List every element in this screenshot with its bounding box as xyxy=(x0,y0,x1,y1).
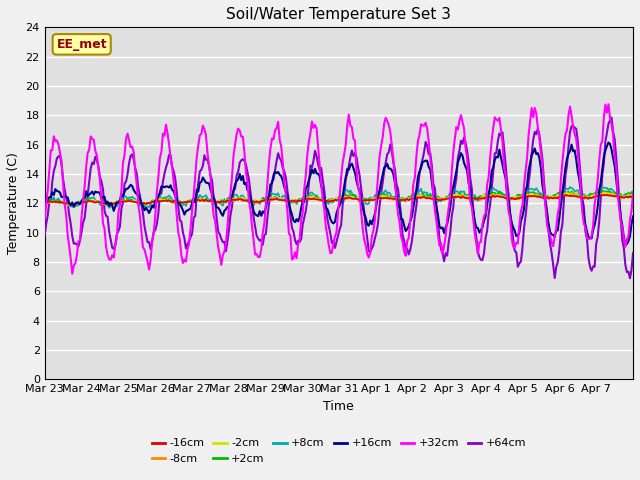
+64cm xyxy=(344,171,351,177)
+64cm xyxy=(629,250,637,256)
-2cm xyxy=(345,194,353,200)
+64cm xyxy=(79,220,87,226)
-8cm xyxy=(629,193,637,199)
+64cm xyxy=(628,267,636,273)
-2cm xyxy=(41,199,49,204)
-2cm xyxy=(628,192,636,197)
-8cm xyxy=(79,200,87,205)
Line: -16cm: -16cm xyxy=(45,195,633,205)
-2cm xyxy=(600,190,608,195)
+8cm xyxy=(598,184,606,190)
+32cm xyxy=(68,271,76,276)
+2cm xyxy=(81,199,88,204)
+32cm xyxy=(41,218,49,224)
-16cm xyxy=(549,195,557,201)
Line: +2cm: +2cm xyxy=(45,191,633,205)
-16cm xyxy=(461,195,469,201)
+2cm xyxy=(345,194,353,200)
Title: Soil/Water Temperature Set 3: Soil/Water Temperature Set 3 xyxy=(227,7,451,22)
+64cm xyxy=(608,115,616,120)
+32cm xyxy=(81,184,88,190)
-8cm xyxy=(345,196,353,202)
-8cm xyxy=(603,192,611,197)
+2cm xyxy=(549,192,557,198)
+16cm xyxy=(629,214,637,219)
+16cm xyxy=(623,241,631,247)
-2cm xyxy=(461,193,469,199)
-16cm xyxy=(41,200,49,205)
-16cm xyxy=(81,199,88,205)
+8cm xyxy=(41,203,49,208)
+2cm xyxy=(557,188,564,193)
-8cm xyxy=(461,195,469,201)
-8cm xyxy=(628,193,636,199)
Legend: -16cm, -8cm, -2cm, +2cm, +8cm, +16cm, +32cm, +64cm: -16cm, -8cm, -2cm, +2cm, +8cm, +16cm, +3… xyxy=(147,434,531,468)
+16cm xyxy=(548,231,556,237)
+2cm xyxy=(629,191,637,196)
+8cm xyxy=(61,200,68,205)
+2cm xyxy=(70,203,77,208)
+64cm xyxy=(626,276,634,281)
-8cm xyxy=(549,195,557,201)
+32cm xyxy=(61,201,68,207)
+16cm xyxy=(79,196,87,202)
Line: +16cm: +16cm xyxy=(45,143,633,244)
Line: -2cm: -2cm xyxy=(45,192,633,205)
+2cm xyxy=(41,200,49,205)
+64cm xyxy=(548,250,556,256)
+8cm xyxy=(629,188,637,194)
Text: EE_met: EE_met xyxy=(56,38,107,51)
-16cm xyxy=(72,202,79,208)
+2cm xyxy=(461,192,469,198)
-2cm xyxy=(549,193,557,199)
+8cm xyxy=(628,189,636,195)
+32cm xyxy=(629,190,637,196)
-2cm xyxy=(81,199,88,205)
+32cm xyxy=(345,112,353,118)
-8cm xyxy=(107,203,115,208)
+64cm xyxy=(61,186,68,192)
+8cm xyxy=(79,199,87,205)
X-axis label: Time: Time xyxy=(323,400,354,413)
-16cm xyxy=(345,194,353,200)
+32cm xyxy=(461,146,469,152)
+16cm xyxy=(628,221,636,227)
-2cm xyxy=(61,201,68,206)
-16cm xyxy=(628,194,636,200)
-2cm xyxy=(629,192,637,198)
+16cm xyxy=(460,160,468,166)
+8cm xyxy=(549,195,557,201)
+32cm xyxy=(628,208,636,214)
+32cm xyxy=(549,243,557,249)
+8cm xyxy=(345,190,353,195)
+8cm xyxy=(106,205,113,211)
-16cm xyxy=(61,200,68,206)
+2cm xyxy=(628,190,636,196)
-16cm xyxy=(629,193,637,199)
+64cm xyxy=(460,135,468,141)
-8cm xyxy=(61,200,68,206)
+8cm xyxy=(461,193,469,199)
+16cm xyxy=(41,195,49,201)
+16cm xyxy=(605,140,612,145)
+32cm xyxy=(605,101,612,107)
+2cm xyxy=(61,201,68,207)
-16cm xyxy=(602,192,609,198)
Y-axis label: Temperature (C): Temperature (C) xyxy=(7,152,20,254)
Line: +32cm: +32cm xyxy=(45,104,633,274)
-8cm xyxy=(41,200,49,206)
Line: +8cm: +8cm xyxy=(45,187,633,208)
+16cm xyxy=(61,193,68,199)
+16cm xyxy=(344,166,351,172)
Line: -8cm: -8cm xyxy=(45,194,633,205)
Line: +64cm: +64cm xyxy=(45,118,633,278)
+64cm xyxy=(41,233,49,239)
-2cm xyxy=(64,203,72,208)
